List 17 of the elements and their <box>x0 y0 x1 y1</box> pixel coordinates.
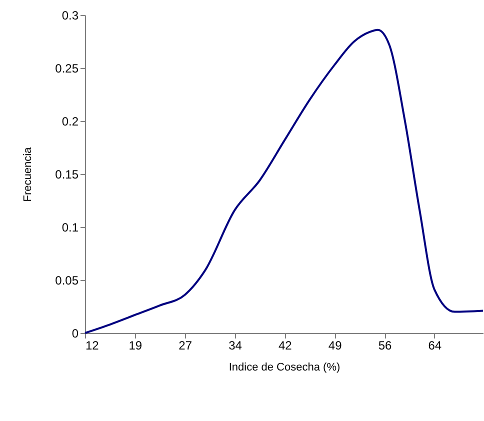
y-tick-label: 0.3 <box>62 8 79 22</box>
y-tick-label: 0 <box>72 326 79 340</box>
y-tick-label: 0.05 <box>55 274 79 288</box>
x-tick-label: 49 <box>328 338 342 352</box>
x-tick-label: 56 <box>378 338 392 352</box>
y-axis-title: Frecuencia <box>22 146 34 202</box>
x-tick-label: 27 <box>178 338 192 352</box>
x-tick-label: 34 <box>228 338 242 352</box>
x-tick-label: 19 <box>128 338 142 352</box>
y-tick-label: 0.15 <box>55 168 79 182</box>
y-tick-label: 0.2 <box>62 114 79 128</box>
x-tick-label: 64 <box>428 338 442 352</box>
x-tick-label: 42 <box>278 338 292 352</box>
y-tick-label: 0.25 <box>55 62 79 76</box>
y-tick-label: 0.1 <box>62 220 79 234</box>
x-axis-title: Indice de Cosecha (%) <box>228 362 340 374</box>
x-tick-label: 12 <box>86 338 100 352</box>
